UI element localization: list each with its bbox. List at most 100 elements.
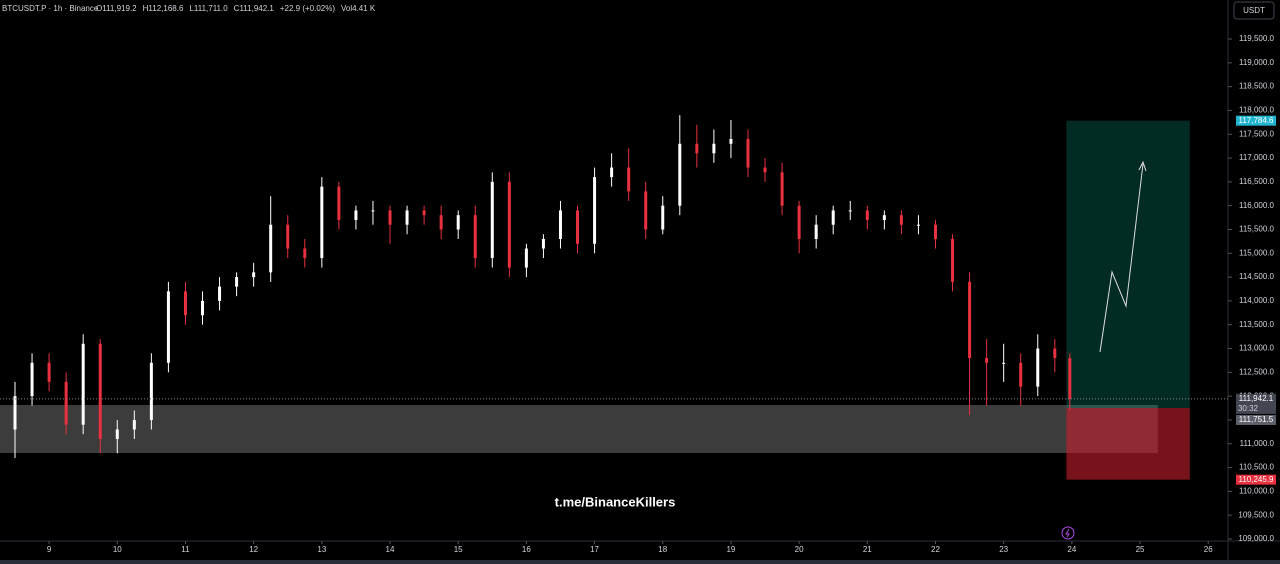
candle-body [678,143,682,206]
currency-button[interactable] [1233,1,1275,20]
candle-body [320,186,324,259]
x-tick-label: 9 [47,545,52,554]
entry-tag [1236,414,1276,425]
candle-body [848,210,852,212]
candle-body [968,281,972,359]
candle-body [13,396,17,430]
candle-body [252,272,256,278]
position-stop [1066,407,1190,480]
target-label: 117,784.6 [1239,116,1275,125]
candle-body [183,291,187,316]
candle-body [47,362,51,382]
y-tick-label: 111,000.0 [1240,439,1275,448]
candle-body [64,381,68,425]
y-tick-label: 113,000.0 [1239,344,1275,353]
x-tick-label: 16 [522,545,531,554]
watermark: t.me/BinanceKillers [555,494,676,509]
x-tick-label: 13 [317,545,326,554]
x-tick-label: 21 [863,545,872,554]
candle-body [30,362,34,397]
ohlc-value: C111,942.1 [234,4,275,13]
candle-body [115,429,119,439]
x-tick-label: 15 [454,545,463,554]
candle-body [576,210,580,244]
candle-body [882,215,886,220]
candle-body [610,167,614,178]
candle-body [456,215,460,230]
candle-body [985,358,989,363]
candle-body [746,139,750,168]
x-tick-label: 24 [1067,545,1076,554]
candle-body [558,210,562,239]
ohlc-value: O111,919.2 [96,4,137,13]
candle-body [541,239,545,249]
y-tick-label: 110,000.0 [1239,486,1275,495]
y-tick-label: 112,500.0 [1239,367,1275,376]
y-tick-label: 119,500.0 [1239,34,1275,43]
last-price-tag [1236,393,1276,414]
candle-body [490,181,494,259]
candle-body [337,186,341,220]
x-tick-label: 25 [1136,545,1145,554]
candle-body [98,343,102,439]
candle-body [507,181,511,268]
candle-body [951,239,955,282]
candle-body [916,224,920,226]
currency: USDT [1243,6,1265,15]
stop-tag [1236,474,1276,485]
symbol: BTCUSDT.P · 1h · Binance [2,4,99,13]
arrow [1099,163,1144,353]
candle-body [303,248,307,259]
y-tick-label: 114,500.0 [1239,272,1275,281]
candle-body [388,210,392,225]
candle-body [354,210,358,220]
candle-body [661,205,665,230]
candle-body [933,224,937,239]
candle-body [627,167,631,192]
x-tick-label: 17 [590,545,599,554]
target-tag [1236,115,1276,126]
candle-body [712,143,716,154]
candle-body [371,210,375,212]
x-tick-label: 11 [181,545,190,554]
ohlc-value: H112,168.6 [143,4,184,13]
replay-icon-glyph [1065,528,1070,538]
replay-icon[interactable] [1061,526,1075,540]
arrow-head [1138,160,1147,172]
candle-body [439,215,443,230]
candle-body [1002,362,1006,364]
candle-body [797,205,801,239]
candle-body [218,286,222,301]
stop-label: 110,245.9 [1239,475,1275,484]
candle-body [132,419,136,430]
x-tick-label: 22 [931,545,940,554]
ohlc-value: +22.9 (+0.02%) [280,4,335,13]
x-tick-label: 14 [386,545,395,554]
candle-body [865,210,869,220]
entry-label: 111,751.5 [1239,415,1274,424]
candle-body [729,139,733,144]
candle-body [81,343,85,425]
y-tick-label: 113,500.0 [1239,320,1275,329]
candle-body [473,215,477,259]
x-tick-label: 12 [249,545,258,554]
y-tick-label: 109,500.0 [1238,510,1274,519]
x-tick-label: 20 [795,545,804,554]
last-price-label: 111,942.1 [1239,394,1274,403]
candle-body [899,215,903,225]
candle-body [524,248,528,268]
candle-body [286,224,290,249]
candle-body [149,362,153,420]
y-tick-label: 110,500.0 [1239,463,1275,472]
candle-body [1036,348,1040,387]
y-tick-label: 116,500.0 [1239,177,1275,186]
ohlc-value: L111,711.0 [189,4,228,13]
position-target [1066,120,1190,408]
y-tick-label: 118,000.0 [1239,106,1275,115]
candle-body [593,177,597,244]
y-tick-label: 115,500.0 [1239,225,1275,234]
bottom-bar [0,560,1280,564]
y-tick-label: 118,500.0 [1239,82,1275,91]
x-tick-label: 19 [726,545,735,554]
